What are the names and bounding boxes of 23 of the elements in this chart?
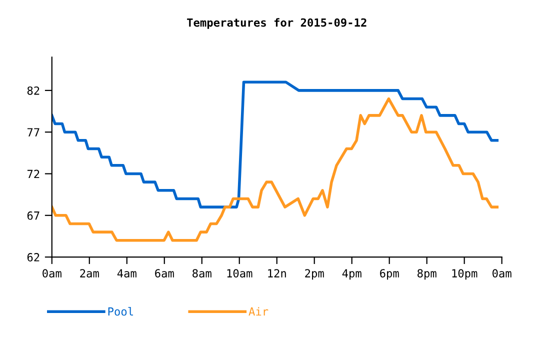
x-tick-label: 10pm <box>452 269 478 280</box>
y-tick-label: 82 <box>27 86 40 95</box>
chart-title: Temperatures for 2015-09-12 <box>187 18 366 29</box>
y-tick-label: 77 <box>27 128 40 136</box>
y-tick-label: 67 <box>27 211 40 220</box>
y-tick-label: 62 <box>27 253 40 262</box>
x-tick-label: 2pm <box>305 269 324 280</box>
x-tick-label: 4pm <box>342 269 362 280</box>
x-tick-label: 12n <box>268 269 286 278</box>
x-tick-label: 6pm <box>380 269 399 280</box>
text: Air <box>248 307 268 316</box>
x-tick-label: 4am <box>117 269 136 278</box>
x-tick-label: 6am <box>155 269 174 278</box>
text: Pool <box>108 307 133 316</box>
x-tick-label: 0am <box>42 269 62 278</box>
x-tick-label: 0am <box>492 269 512 278</box>
x-tick-label: 8am <box>192 269 212 278</box>
x-tick-label: 2am <box>80 269 99 278</box>
y-tick-label: 72 <box>27 170 40 178</box>
line-series <box>52 80 499 208</box>
line-series <box>52 97 499 242</box>
x-tick-label: 10am <box>227 269 252 278</box>
x-tick-label: 8pm <box>418 269 436 280</box>
